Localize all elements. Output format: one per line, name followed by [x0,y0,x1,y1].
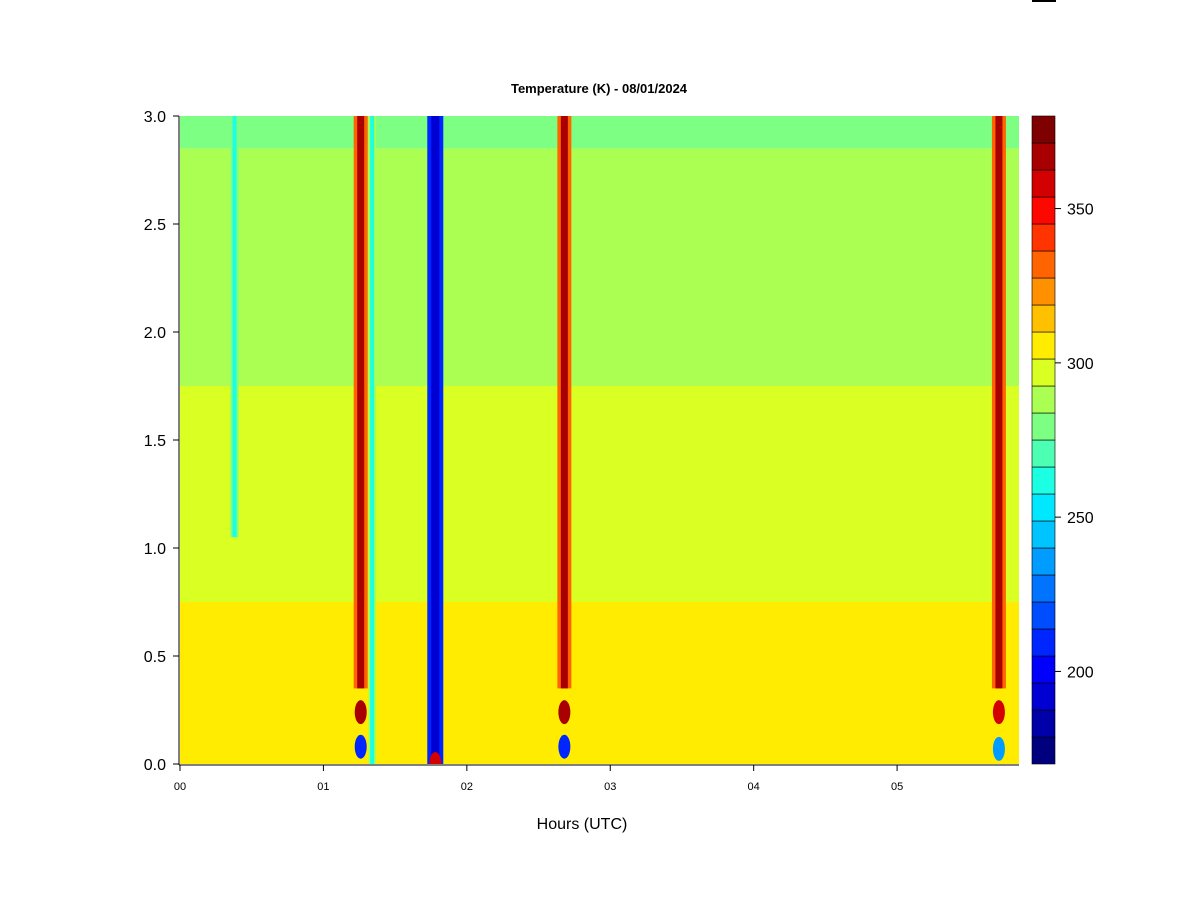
blob-0 [354,734,367,759]
colorbar-segment [1031,169,1056,198]
colorbar-segment [1031,142,1056,171]
heatmap-layer-2 [180,148,1019,386]
colorbar-ticks: 200 250 300 350 [1055,202,1094,681]
colorbar-tick-label: 300 [1067,356,1094,373]
colorbar-segment [1031,682,1056,711]
chart-title: Temperature (K) - 08/01/2024 [511,81,688,96]
x-tick-label: 01 [317,781,329,793]
colorbar [1031,115,1056,765]
colorbar-segment [1031,223,1056,252]
y-tick-label: 3.0 [144,109,166,126]
colorbar-segment [1031,466,1056,495]
y-tick-label: 2.5 [144,217,166,234]
colorbar-segment [1031,196,1056,225]
colorbar-segment [1031,628,1056,657]
blob-6 [429,752,442,764]
colorbar-segment [1031,439,1056,468]
y-tick-label: 2.0 [144,325,166,342]
heatmap-layer-3 [180,116,1019,149]
anomaly-core-1 [357,116,365,689]
plot-area [180,116,1019,764]
colorbar-tick-label: 200 [1067,664,1094,681]
colorbar-segment [1031,277,1056,306]
colorbar-segment [1031,358,1056,387]
x-axis-label: Hours (UTC) [537,816,628,833]
x-ticks: 00 01 02 03 04 05 [174,765,903,793]
anomaly-core-2 [370,116,375,764]
corner-mark [1032,0,1056,2]
x-tick-label: 05 [891,781,903,793]
colorbar-tick-label: 250 [1067,510,1094,527]
colorbar-tick-label: 350 [1067,202,1094,219]
blob-2 [558,734,571,759]
blob-3 [558,700,571,725]
colorbar-segment [1031,385,1056,414]
y-tick-label: 0.0 [144,757,166,774]
colorbar-segment [1031,709,1056,738]
colorbar-segment [1031,493,1056,522]
blob-4 [992,736,1005,761]
anomaly-core-0 [232,116,237,538]
colorbar-segment [1031,736,1056,765]
colorbar-segment [1031,655,1056,684]
anomaly-core-5 [995,116,1003,689]
blob-5 [992,700,1005,725]
colorbar-segment [1031,520,1056,549]
colorbar-segment [1031,331,1056,360]
colorbar-segment [1031,547,1056,576]
colorbar-segment [1031,304,1056,333]
colorbar-segment [1031,115,1056,144]
x-tick-label: 00 [174,781,186,793]
y-ticks: 0.0 0.5 1.0 1.5 2.0 2.5 3.0 [144,109,179,774]
heatmap-layer-1 [180,386,1019,602]
heatmap-layer-0 [180,602,1019,764]
colorbar-segment [1031,250,1056,279]
y-tick-label: 0.5 [144,649,166,666]
anomaly-core-3 [431,116,440,764]
colorbar-segment [1031,574,1056,603]
anomaly-core-4 [560,116,568,689]
blob-1 [354,700,367,725]
y-tick-label: 1.5 [144,433,166,450]
x-tick-label: 04 [748,781,760,793]
colorbar-segment [1031,412,1056,441]
y-tick-label: 1.0 [144,541,166,558]
x-tick-label: 02 [461,781,473,793]
colorbar-segment [1031,601,1056,630]
x-tick-label: 03 [604,781,616,793]
